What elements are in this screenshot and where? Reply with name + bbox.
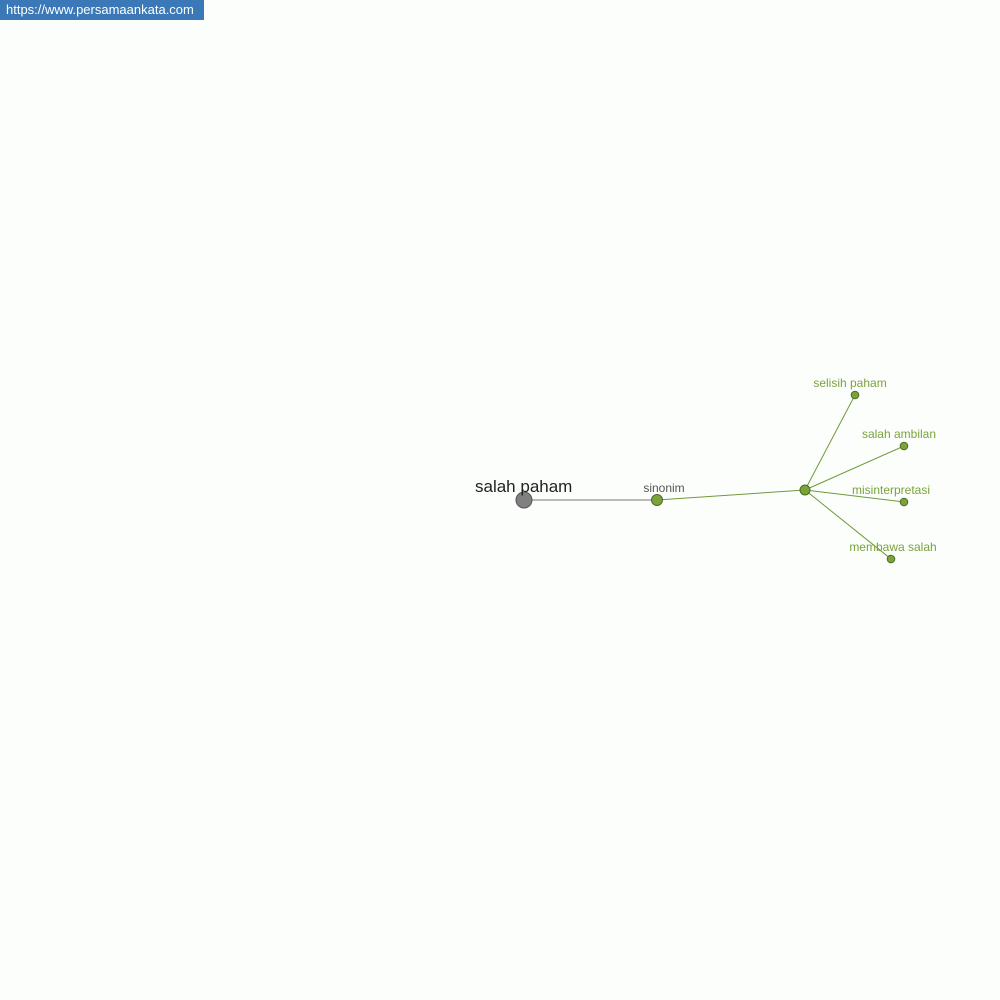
edge-hub-synonym	[804, 489, 892, 560]
synonym-node[interactable]	[850, 390, 860, 400]
synonym-node[interactable]	[899, 497, 909, 507]
synonym-node[interactable]	[899, 441, 909, 451]
synonym-label[interactable]: misinterpretasi	[852, 483, 930, 497]
edge-hub-synonym	[804, 394, 856, 491]
root-node[interactable]	[515, 491, 533, 509]
synonym-label[interactable]: membawa salah	[849, 540, 936, 554]
synonym-node[interactable]	[886, 554, 896, 564]
edge-hub-synonym	[804, 489, 905, 503]
root-label[interactable]: salah paham	[475, 477, 572, 496]
synonym-label[interactable]: salah ambilan	[862, 427, 936, 441]
site-url-badge: https://www.persamaankata.com	[0, 0, 204, 20]
synonym-label[interactable]: selisih paham	[813, 376, 886, 390]
edge-hub-synonym	[804, 445, 905, 491]
edge-relation-hub	[656, 489, 806, 501]
hub-node[interactable]	[799, 484, 811, 496]
relation-label[interactable]: sinonim	[643, 481, 684, 495]
relation-node[interactable]	[651, 494, 663, 506]
